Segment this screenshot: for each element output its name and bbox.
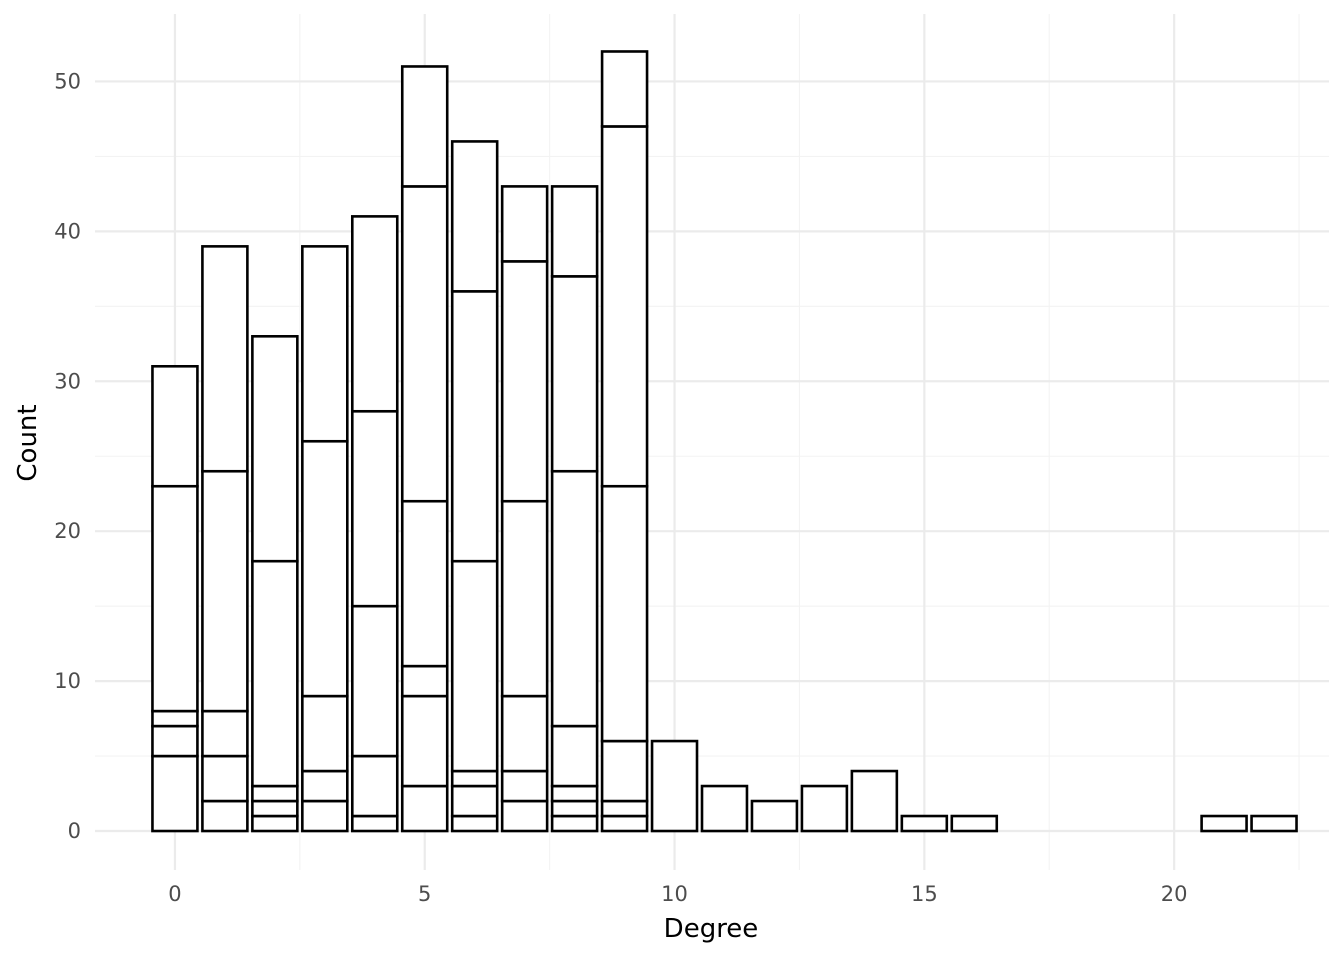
bar-segment xyxy=(251,559,299,788)
x-tick-label: 15 xyxy=(911,882,938,906)
bar-segments xyxy=(151,50,1298,833)
bar-segment xyxy=(600,799,649,818)
x-tick-label: 20 xyxy=(1161,882,1188,906)
bar-segment xyxy=(600,814,649,833)
bar-segment xyxy=(500,185,549,263)
bar-segment xyxy=(400,784,449,833)
bar-segment xyxy=(450,769,499,788)
x-tick-labels: 0 5 10 15 20 xyxy=(168,882,1187,906)
y-tick-label: 30 xyxy=(54,369,81,393)
bar-segment xyxy=(850,769,899,833)
bar-segment xyxy=(1200,814,1248,833)
bar-segment xyxy=(151,754,199,833)
bar-segment xyxy=(201,799,249,833)
bar-segment xyxy=(550,185,599,278)
bar-segment xyxy=(550,275,599,473)
bar-segment xyxy=(151,724,199,758)
bar-segment xyxy=(1250,814,1298,833)
bar-segment xyxy=(301,245,349,443)
bar-segment xyxy=(201,709,249,758)
y-tick-label: 50 xyxy=(54,69,81,93)
bar-segment xyxy=(301,769,349,803)
x-tick-label: 5 xyxy=(418,882,431,906)
bar-segment xyxy=(600,50,649,128)
y-tick-label: 10 xyxy=(54,669,81,693)
bar-segment xyxy=(600,739,649,803)
bar-segment xyxy=(450,559,499,773)
bar-segment xyxy=(500,694,549,773)
bar-segment xyxy=(550,799,599,818)
bar-segment xyxy=(500,799,549,833)
bar-segment xyxy=(350,604,399,758)
x-axis-title: Degree xyxy=(664,914,759,944)
y-tick-labels: 0 10 20 30 40 50 xyxy=(54,69,81,843)
bar-segment xyxy=(151,709,199,728)
bar-segment xyxy=(400,664,449,698)
bar-segment xyxy=(251,814,299,833)
y-tick-label: 20 xyxy=(54,519,81,543)
bar-segment xyxy=(800,784,849,833)
bar-segment xyxy=(500,260,549,503)
bar-segment xyxy=(550,814,599,833)
bar-segment xyxy=(550,724,599,788)
bar-segment xyxy=(251,799,299,818)
bar-segment xyxy=(151,364,199,488)
bar-segment xyxy=(550,469,599,728)
bar-segment xyxy=(201,469,249,713)
bar-segment xyxy=(900,814,949,833)
bar-segment xyxy=(500,769,549,803)
bar-segment xyxy=(350,409,399,608)
bar-segment xyxy=(400,65,449,188)
bar-segment xyxy=(450,290,499,563)
y-tick-label: 0 xyxy=(68,819,81,843)
bar-segment xyxy=(350,814,399,833)
x-tick-label: 10 xyxy=(661,882,688,906)
bar-segment xyxy=(301,799,349,833)
bar-segment xyxy=(301,439,349,698)
bar-segment xyxy=(700,784,749,833)
y-tick-label: 40 xyxy=(54,219,81,243)
bar-segment xyxy=(350,754,399,818)
x-tick-label: 0 xyxy=(168,882,181,906)
bar-segment xyxy=(500,499,549,698)
bar-segment xyxy=(550,784,599,803)
bar-segment xyxy=(750,799,799,833)
y-axis-title: Count xyxy=(13,404,43,481)
bar-segment xyxy=(600,125,649,488)
bar-segment xyxy=(950,814,999,833)
bar-segment xyxy=(650,739,699,833)
bar-segment xyxy=(201,245,249,473)
bar-segment xyxy=(251,784,299,803)
bar-segment xyxy=(600,484,649,743)
bar-segment xyxy=(251,335,299,563)
bar-segment xyxy=(151,484,199,713)
bar-segment xyxy=(450,784,499,818)
bar-segment xyxy=(450,140,499,293)
bar-segment xyxy=(400,185,449,503)
bar-segment xyxy=(350,215,399,413)
bar-segment xyxy=(201,754,249,803)
bar-segment xyxy=(400,499,449,668)
bar-segment xyxy=(450,814,499,833)
bar-segment xyxy=(400,694,449,788)
bar-segment xyxy=(301,694,349,773)
